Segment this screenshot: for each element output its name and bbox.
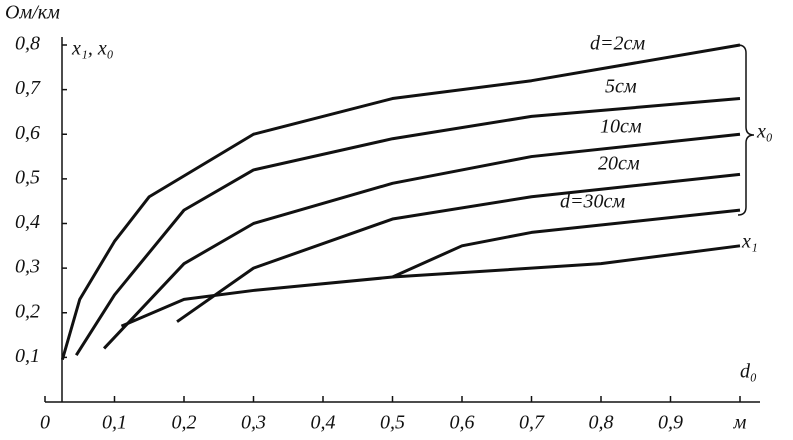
x-tick-label: 0 bbox=[40, 412, 50, 434]
series-line bbox=[102, 132, 741, 350]
x-tick-label: 0,9 bbox=[658, 412, 683, 434]
y-tick-label: 0,3 bbox=[15, 256, 40, 278]
y-tick-label: 0,1 bbox=[15, 345, 40, 367]
y-tick-label: 0,2 bbox=[15, 300, 40, 322]
series-line bbox=[60, 43, 741, 361]
x-label: d₀ bbox=[740, 361, 757, 383]
x-tick-label: 0,6 bbox=[450, 412, 475, 434]
x-tick-label: 0,5 bbox=[380, 412, 405, 434]
y-tick-label: 0,7 bbox=[15, 77, 41, 99]
brace-label: x₀ bbox=[756, 121, 773, 143]
series-line bbox=[75, 97, 741, 356]
x-tick-label: 0,1 bbox=[102, 412, 127, 434]
series-line bbox=[120, 244, 741, 328]
series-label: d=30см bbox=[560, 191, 625, 213]
series-line bbox=[176, 172, 741, 323]
x-tick-label: м bbox=[733, 412, 747, 434]
x-tick-label: 0,4 bbox=[311, 412, 336, 434]
series-label: 10см bbox=[600, 116, 642, 138]
brace bbox=[737, 44, 755, 216]
y-tick-label: 0,5 bbox=[15, 166, 40, 188]
y-unit-label: Ом/км bbox=[5, 2, 60, 24]
x-tick-label: 0,8 bbox=[589, 412, 614, 434]
y-title: x₁, x₀ bbox=[71, 38, 114, 60]
series-label: 5см bbox=[605, 76, 637, 98]
series-line bbox=[391, 208, 741, 279]
series-label: x₁ bbox=[741, 231, 758, 253]
y-tick-label: 0,4 bbox=[15, 211, 40, 233]
series-label: 20см bbox=[598, 153, 640, 175]
x-tick-label: 0,3 bbox=[241, 412, 266, 434]
y-tick-label: 0,6 bbox=[15, 122, 40, 144]
series-label: d=2см bbox=[590, 33, 645, 55]
x-tick-label: 0,2 bbox=[172, 412, 197, 434]
x-tick-label: 0,7 bbox=[519, 412, 545, 434]
y-tick-label: 0,8 bbox=[15, 33, 40, 55]
